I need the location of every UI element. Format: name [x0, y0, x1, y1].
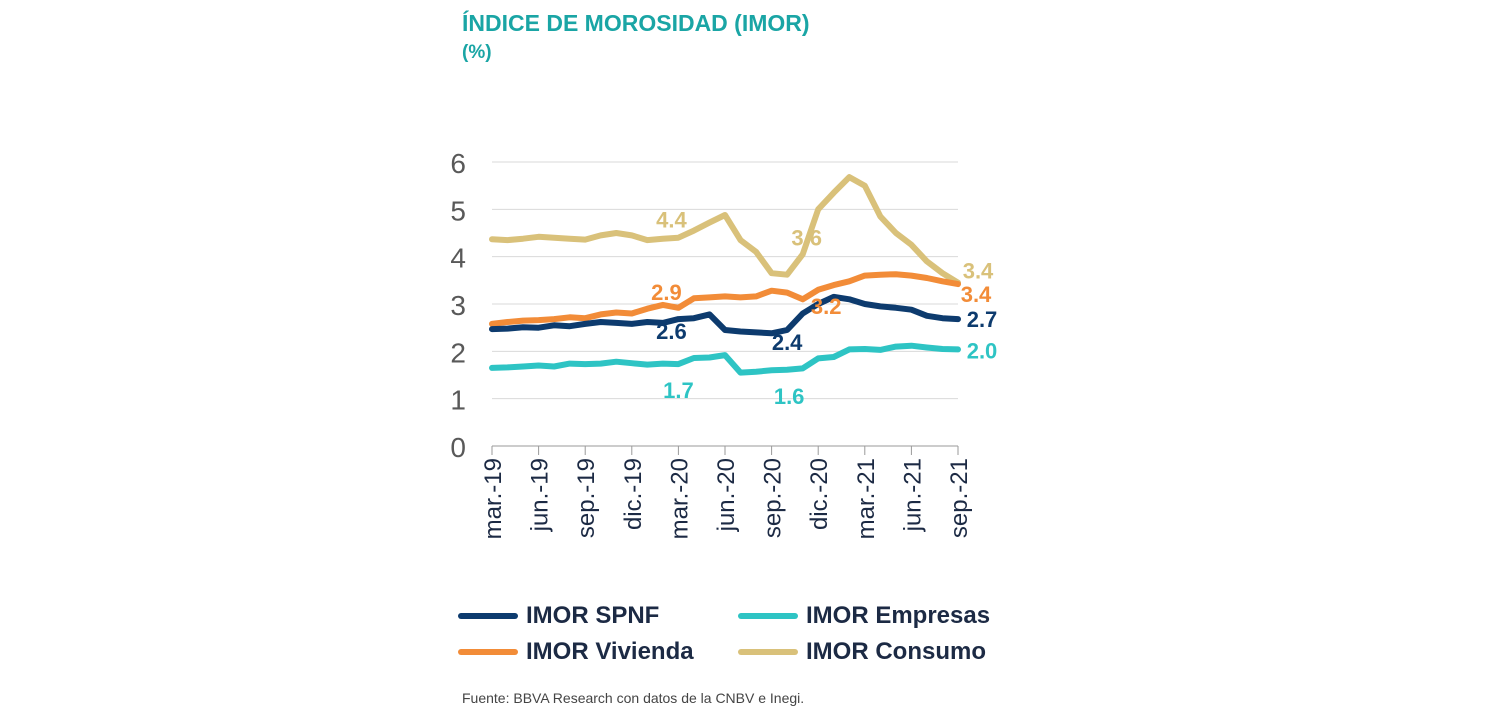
y-tick-label: 2 [450, 337, 466, 368]
annotation-spnf: 2.7 [967, 307, 998, 332]
x-tick-label: mar.-19 [480, 458, 507, 539]
annotation-spnf: 2.6 [656, 319, 687, 344]
chart-title: ÍNDICE DE MOROSIDAD (IMOR) [462, 10, 810, 36]
annotation-consumo: 3.4 [963, 259, 994, 284]
x-tick-label: sep.-20 [760, 458, 787, 538]
x-tick-label: mar.-20 [666, 458, 693, 539]
x-tick-label: mar.-21 [853, 458, 880, 539]
chart-subtitle: (%) [462, 42, 492, 63]
annotation-consumo: 3.6 [791, 225, 822, 250]
annotation-empresas: 1.7 [663, 378, 694, 403]
y-tick-label: 5 [450, 195, 466, 226]
annotation-empresas: 2.0 [967, 338, 998, 363]
legend-item-spnf: IMOR SPNF [458, 602, 659, 630]
x-tick-label: dic.-19 [620, 458, 647, 530]
legend-item-vivienda: IMOR Vivienda [458, 638, 694, 666]
legend-label-consumo: IMOR Consumo [806, 638, 986, 665]
series-line-consumo [489, 174, 961, 286]
annotation-vivienda: 2.9 [651, 280, 682, 305]
legend-swatch-spnf [458, 613, 518, 619]
x-tick-label: jun.-19 [527, 458, 554, 532]
annotation-vivienda: 3.4 [961, 282, 992, 307]
legend-swatch-consumo [738, 649, 798, 655]
legend-item-consumo: IMOR Consumo [738, 638, 986, 666]
legend-swatch-vivienda [458, 649, 518, 655]
legend-label-empresas: IMOR Empresas [806, 602, 991, 629]
x-tick-label: sep.-21 [946, 458, 973, 538]
annotation-vivienda: 3.2 [811, 294, 842, 319]
legend-label-vivienda: IMOR Vivienda [526, 638, 694, 665]
x-tick-label: jun.-21 [899, 458, 926, 532]
y-tick-label: 0 [450, 432, 466, 463]
x-tick-label: sep.-19 [573, 458, 600, 538]
source-note: Fuente: BBVA Research con datos de la CN… [462, 690, 805, 706]
annotation-consumo: 4.4 [656, 208, 687, 233]
y-tick-label: 1 [450, 385, 466, 416]
legend-item-empresas: IMOR Empresas [738, 602, 990, 630]
series-line-vivienda [489, 271, 961, 327]
x-tick-label: jun.-20 [713, 458, 740, 532]
y-tick-label: 3 [450, 290, 466, 321]
legend-swatch-empresas [738, 613, 798, 619]
x-tick-label: dic.-20 [806, 458, 833, 530]
y-tick-label: 6 [450, 148, 466, 179]
series-line-spnf [489, 293, 961, 337]
annotation-empresas: 1.6 [774, 384, 805, 409]
y-tick-label: 4 [450, 243, 466, 274]
legend-label-spnf: IMOR SPNF [526, 602, 660, 629]
series-line-empresas [489, 342, 961, 376]
annotation-spnf: 2.4 [772, 330, 803, 355]
